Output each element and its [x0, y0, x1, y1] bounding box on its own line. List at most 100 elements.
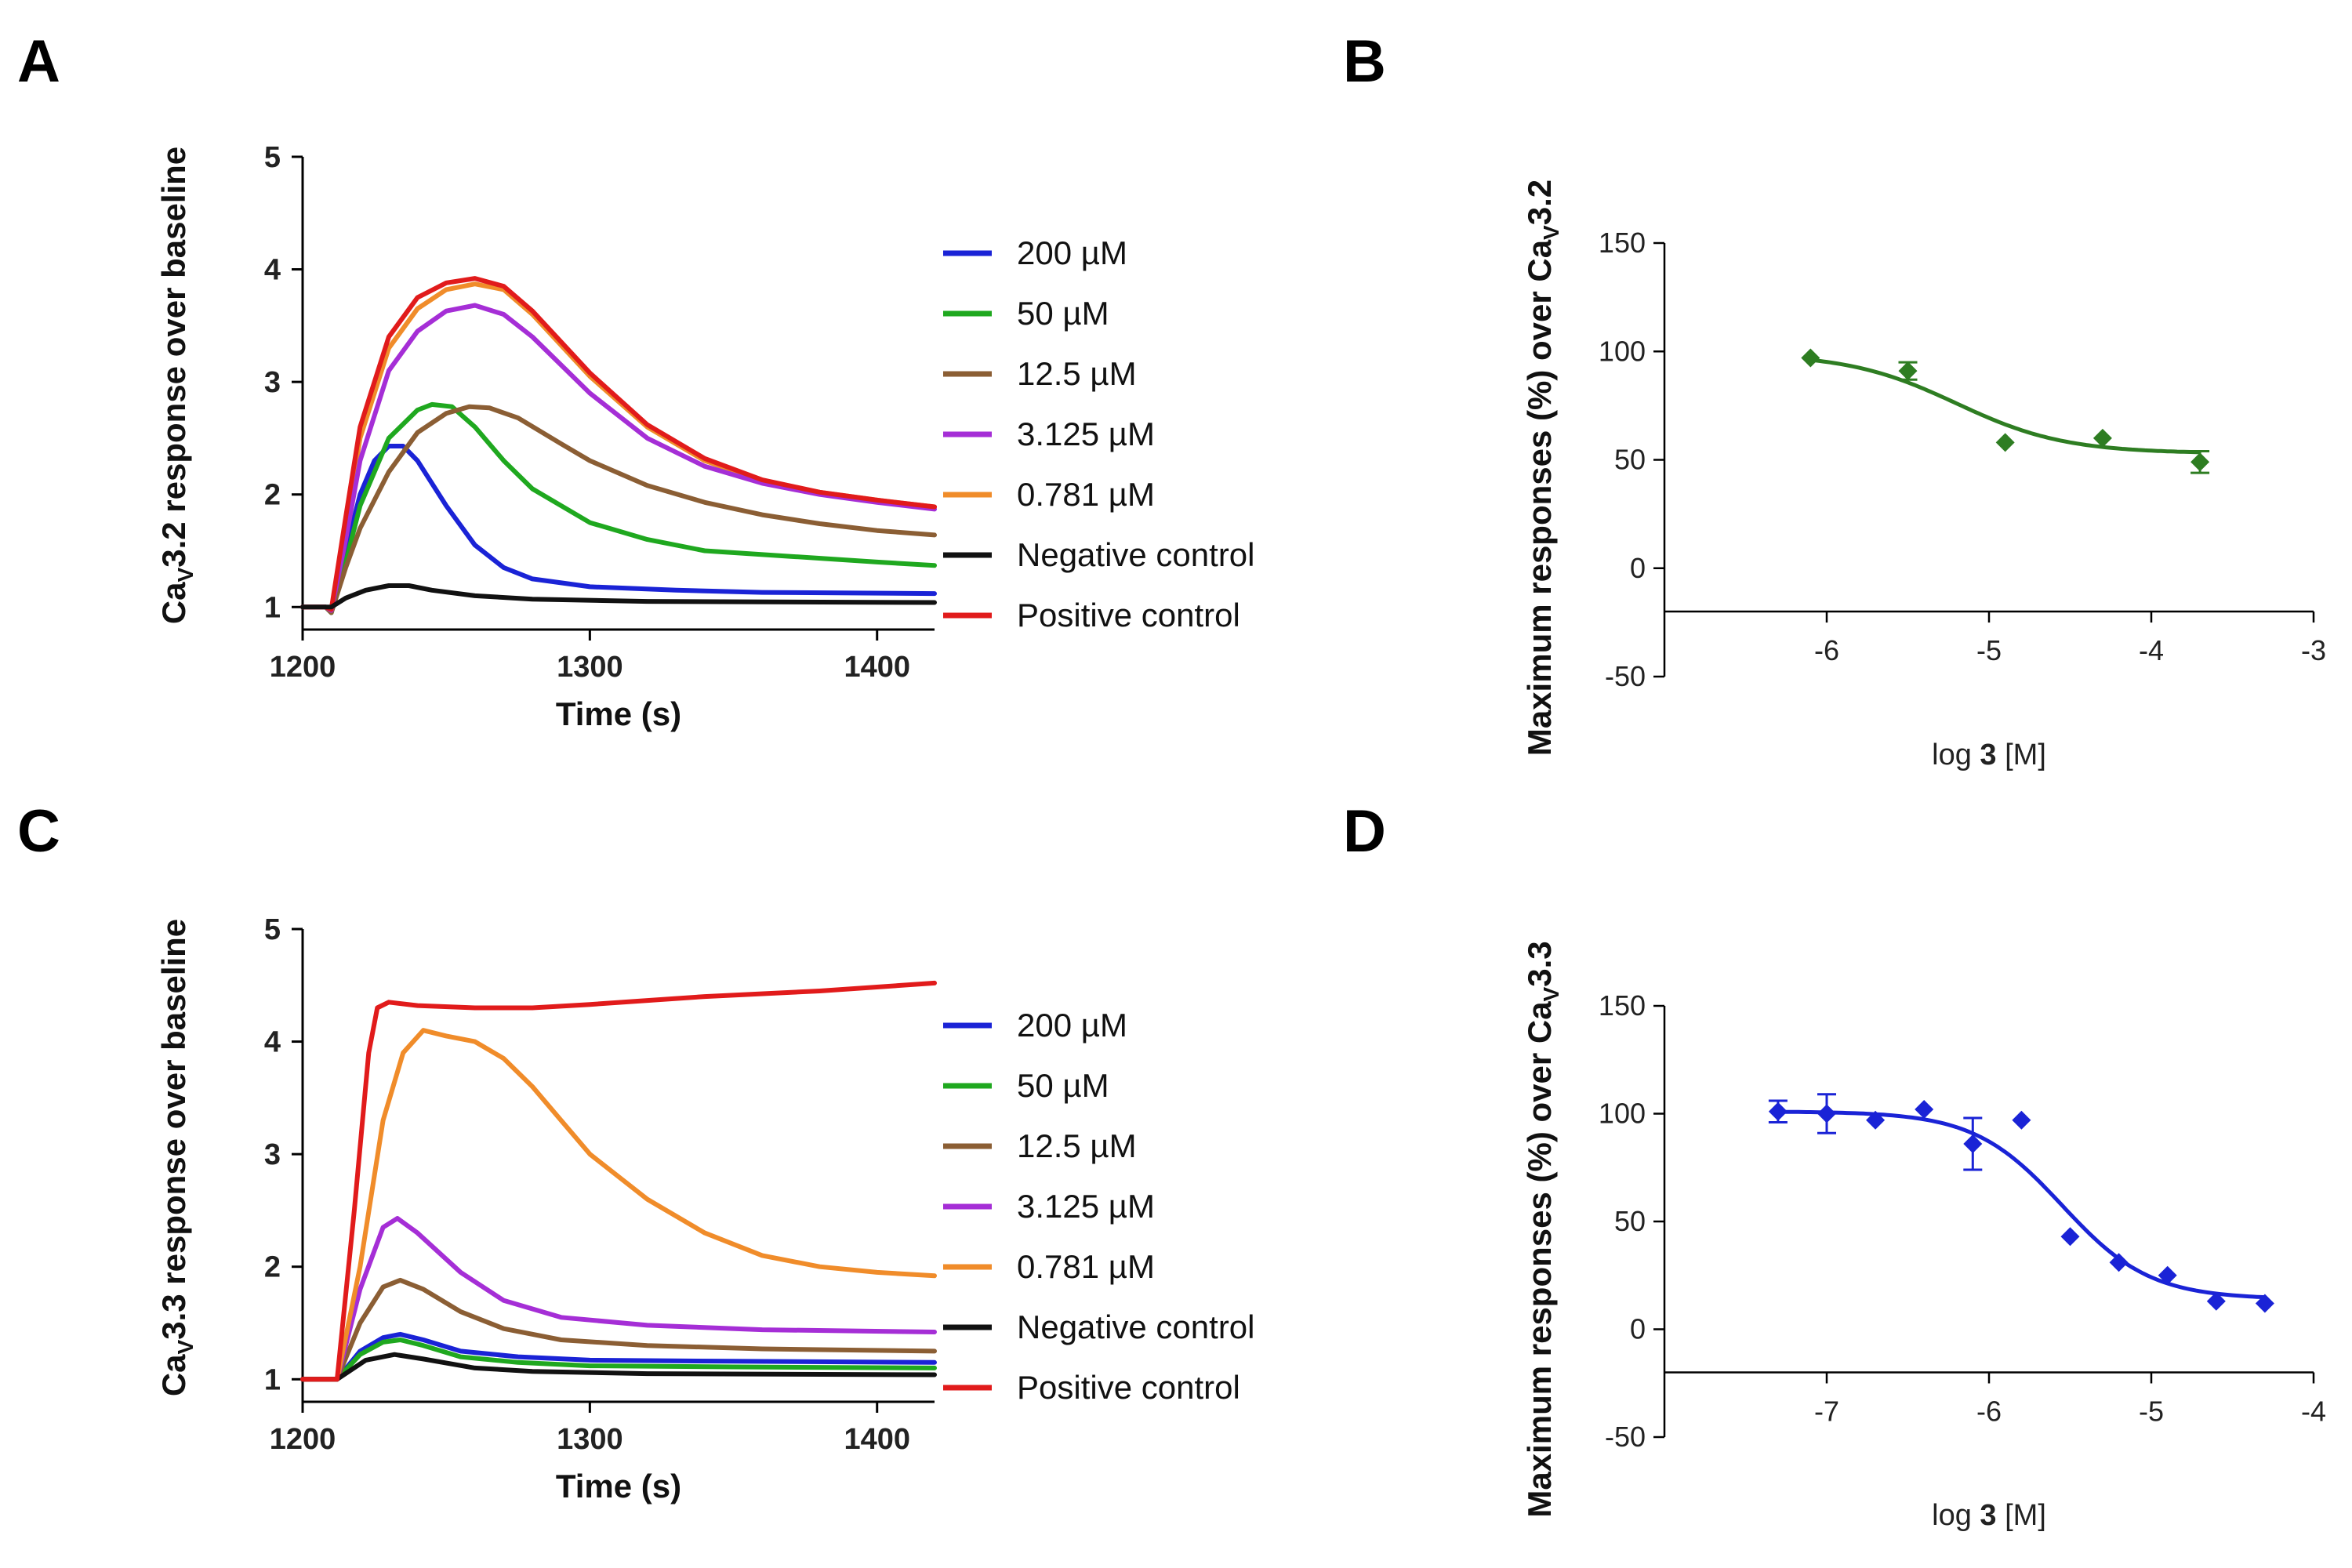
x-tick-label: 1200: [270, 1423, 336, 1456]
data-point: [1898, 361, 1918, 381]
fit-curve: [1777, 1109, 2265, 1300]
y-tick-label: 5: [264, 913, 281, 946]
panel-letter-b: B: [1343, 28, 1386, 95]
y-axis-title-subscript: V: [173, 1339, 198, 1354]
x-tick-label: -6: [1976, 1396, 2002, 1428]
y-axis-title-part: 3.2: [1521, 180, 1558, 225]
y-tick-label: 150: [1599, 227, 1646, 259]
data-point: [1963, 1134, 1983, 1153]
series-line-1: [300, 401, 937, 615]
x-axis-title-part: log: [1932, 739, 1980, 771]
panel-letter-c: C: [17, 798, 60, 865]
legend-label: Positive control: [1017, 1369, 1240, 1406]
series-line-2: [300, 404, 937, 615]
legend-label: 0.781 µM: [1017, 1248, 1155, 1285]
y-tick-label: 50: [1614, 1205, 1646, 1237]
data-point: [2012, 1110, 2031, 1130]
x-axis-title: log 3 [M]: [1932, 1499, 2046, 1532]
data-point: [1801, 348, 1820, 368]
y-tick-label: -50: [1605, 660, 1646, 692]
y-axis-title-subscript: V: [173, 567, 198, 582]
data-point: [1915, 1100, 1934, 1119]
y-axis-title-part: Ca: [155, 582, 192, 624]
y-axis-title: Maximum responses (%) over CaV3.2: [1521, 180, 1563, 756]
data-point: [2190, 452, 2210, 472]
y-axis-title-part: Maximum responses (%) over Ca: [1521, 239, 1558, 756]
x-tick-label: -5: [1976, 634, 2002, 666]
y-axis-title-part: Maximum responses (%) over Ca: [1521, 1001, 1558, 1518]
x-axis-title-part: [M]: [1997, 1499, 2046, 1532]
y-tick-label: 0: [1630, 1313, 1646, 1345]
legend-label: 3.125 µM: [1017, 1188, 1155, 1225]
x-tick-label: -4: [2139, 634, 2164, 666]
x-tick-label: -3: [2301, 634, 2326, 666]
y-tick-label: 0: [1630, 552, 1646, 584]
legend-label: Negative control: [1017, 1308, 1255, 1345]
legend-label: 50 µM: [1017, 295, 1109, 332]
y-tick-label: 50: [1614, 444, 1646, 476]
x-tick-label: 1400: [844, 1423, 910, 1456]
legend-label: Positive control: [1017, 597, 1240, 633]
y-tick-label: 2: [264, 1251, 281, 1284]
series-line-6: [300, 980, 937, 1382]
y-tick-label: 4: [264, 1026, 281, 1059]
y-tick-label: 5: [264, 141, 281, 174]
x-tick-label: 1300: [557, 651, 623, 684]
panel-letter-a: A: [17, 28, 60, 95]
legend-label: 50 µM: [1017, 1067, 1109, 1104]
x-tick-label: 1400: [844, 651, 910, 684]
y-tick-label: 150: [1599, 989, 1646, 1022]
data-point: [2060, 1227, 2080, 1247]
fit-curve: [1810, 358, 2201, 455]
y-tick-label: 100: [1599, 335, 1646, 367]
y-tick-label: 4: [264, 254, 281, 287]
legend-label: 12.5 µM: [1017, 355, 1137, 392]
data-point: [1768, 1102, 1788, 1121]
legend-label: 3.125 µM: [1017, 416, 1155, 452]
y-axis-title-part: Ca: [155, 1354, 192, 1396]
y-axis-title-part: 3.3: [1521, 941, 1558, 986]
x-tick-label: 1200: [270, 651, 336, 684]
series-line-3: [300, 303, 937, 613]
y-axis-title: CaV3.2 response over baseline: [155, 147, 198, 624]
panel-c-time-course-chart: 1 2 3 4 5 1200 1300 1400 Time (s) CaV3.3 response…: [155, 913, 1255, 1504]
x-tick-label: 1300: [557, 1423, 623, 1456]
panel-d-dose-response-chart: -50 0 50 100 150 -7 -6 -5 -4 log 3 [M] Maximum res…: [1521, 941, 2326, 1532]
x-tick-label: -5: [2139, 1396, 2164, 1428]
y-tick-label: 100: [1599, 1098, 1646, 1130]
x-axis-title-compound: 3: [1980, 739, 1996, 771]
x-axis-title-part: log: [1932, 1499, 1980, 1532]
data-point: [2109, 1253, 2129, 1272]
legend-label: 12.5 µM: [1017, 1127, 1137, 1164]
panel-a-time-course-chart: 1 2 3 4 5 1200 1300 1400 Time (s) CaV3.2 response…: [155, 141, 1255, 732]
series-line-5: [300, 583, 937, 610]
y-tick-label: 3: [264, 366, 281, 399]
data-point: [2092, 428, 2112, 448]
x-axis-title: Time (s): [556, 695, 681, 732]
y-tick-label: -50: [1605, 1421, 1646, 1453]
y-axis-title: Maximum responses (%) over CaV3.3: [1521, 941, 1563, 1517]
series-line-4: [300, 1028, 937, 1382]
x-tick-label: -7: [1814, 1396, 1839, 1428]
y-axis-title-subscript: V: [1539, 986, 1563, 1001]
y-axis-title-part: 3.3 response over baseline: [155, 919, 192, 1340]
y-tick-label: 1: [264, 591, 281, 624]
legend-label: 200 µM: [1017, 1007, 1127, 1044]
y-axis-title-part: 3.2 response over baseline: [155, 147, 192, 568]
y-axis-title: CaV3.3 response over baseline: [155, 919, 198, 1396]
data-point: [1817, 1104, 1836, 1123]
panel-letter-d: D: [1343, 798, 1386, 865]
legend-label: Negative control: [1017, 536, 1255, 573]
y-tick-label: 1: [264, 1363, 281, 1396]
panel-b-dose-response-chart: -50 0 50 100 150 -6 -5 -4 -3 log 3 [M] Maximum res…: [1521, 180, 2326, 771]
series-line-6: [300, 276, 937, 612]
x-tick-label: -4: [2301, 1396, 2326, 1428]
x-axis-title: Time (s): [556, 1468, 681, 1504]
x-tick-label: -6: [1814, 634, 1839, 666]
data-point: [2158, 1265, 2177, 1285]
y-tick-label: 2: [264, 479, 281, 512]
x-axis-title-compound: 3: [1980, 1499, 1996, 1532]
data-point: [2206, 1291, 2226, 1311]
y-axis-title-subscript: V: [1539, 225, 1563, 240]
